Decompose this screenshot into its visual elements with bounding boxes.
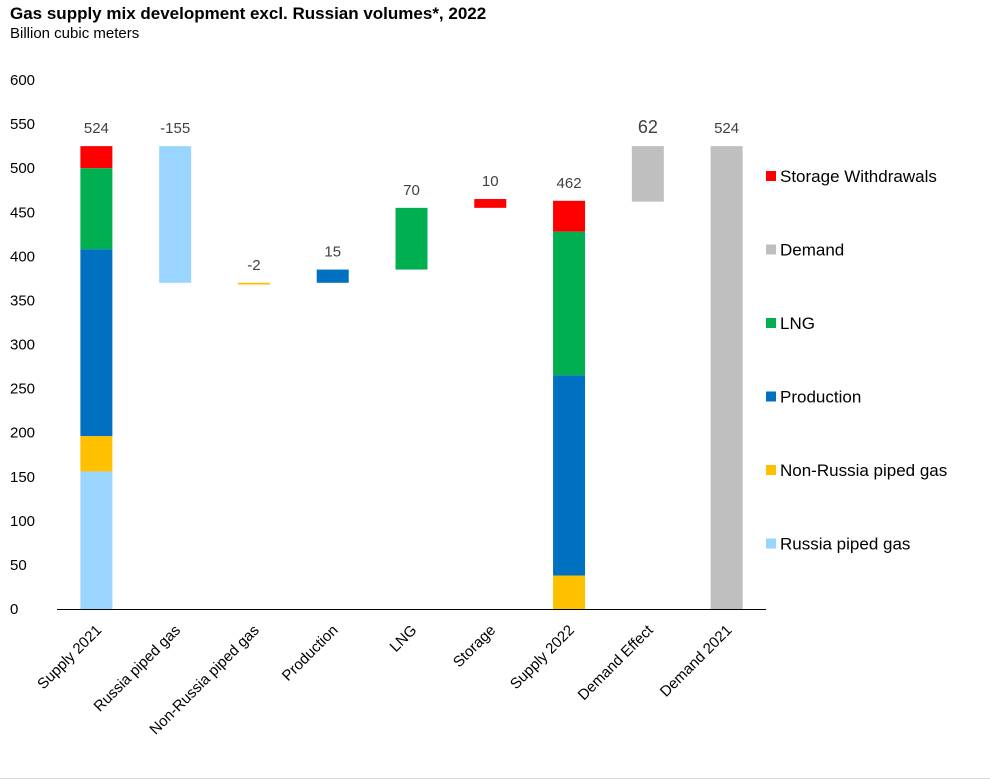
legend-swatch [766, 244, 776, 255]
bar-segment [553, 375, 586, 576]
data-label: 70 [403, 182, 420, 199]
legend-swatch [766, 318, 776, 328]
y-tick-label: 250 [10, 381, 35, 398]
x-category-label: Supply 2022 [507, 622, 578, 693]
y-tick-label: 400 [10, 248, 35, 265]
y-tick-label: 300 [10, 337, 35, 354]
y-tick-label: 500 [10, 160, 35, 177]
y-tick-label: 200 [10, 425, 35, 442]
y-tick-label: 450 [10, 204, 35, 221]
legend-label: LNG [780, 314, 815, 333]
legend-label: Storage Withdrawals [780, 167, 937, 186]
bar-segment [316, 269, 349, 283]
x-category-label: LNG [386, 622, 420, 656]
x-category-label: Supply 2021 [34, 622, 105, 693]
bar-segment [553, 575, 586, 609]
chart-subtitle: Billion cubic meters [10, 25, 140, 42]
bar-segment [474, 199, 507, 208]
x-category-label: Production [279, 622, 342, 685]
bar-segment [553, 200, 586, 232]
data-label: 462 [557, 175, 582, 192]
data-label: 15 [324, 244, 341, 261]
data-label: 10 [482, 173, 499, 190]
chart-title: Gas supply mix development excl. Russian… [10, 4, 487, 23]
y-tick-label: 600 [10, 72, 35, 89]
legend-label: Demand [780, 241, 844, 260]
bottom-divider [0, 778, 990, 779]
y-tick-label: 100 [10, 513, 35, 530]
bar-segment [80, 436, 113, 472]
data-label: -2 [247, 257, 260, 274]
bar-segment [80, 249, 113, 437]
bar-segment [631, 146, 664, 202]
data-label: 62 [638, 117, 658, 137]
x-category-label: Demand Effect [575, 621, 658, 704]
legend-label: Production [780, 388, 861, 407]
bar-segment [80, 168, 113, 250]
legend-swatch [766, 171, 776, 181]
y-tick-label: 50 [10, 557, 27, 574]
data-label: 524 [714, 120, 739, 137]
legend-label: Non-Russia piped gas [780, 461, 947, 480]
bar-segment [237, 282, 270, 285]
y-tick-label: 150 [10, 469, 35, 486]
bar-segment [710, 146, 743, 609]
bar-segment [395, 207, 428, 270]
y-tick-label: 350 [10, 292, 35, 309]
legend-swatch [766, 391, 776, 402]
y-tick-label: 0 [10, 601, 18, 618]
legend-swatch [766, 465, 776, 475]
data-label: -155 [160, 120, 190, 137]
y-tick-label: 550 [10, 116, 35, 133]
bar-segment [159, 146, 192, 283]
bar-segment [80, 471, 113, 609]
legend-swatch [766, 538, 776, 549]
x-category-label: Demand 2021 [657, 622, 736, 701]
legend-label: Russia piped gas [780, 535, 910, 554]
data-label: 524 [84, 120, 109, 137]
bar-segment [80, 146, 113, 169]
x-category-label: Storage [450, 622, 499, 671]
bar-segment [553, 231, 586, 376]
